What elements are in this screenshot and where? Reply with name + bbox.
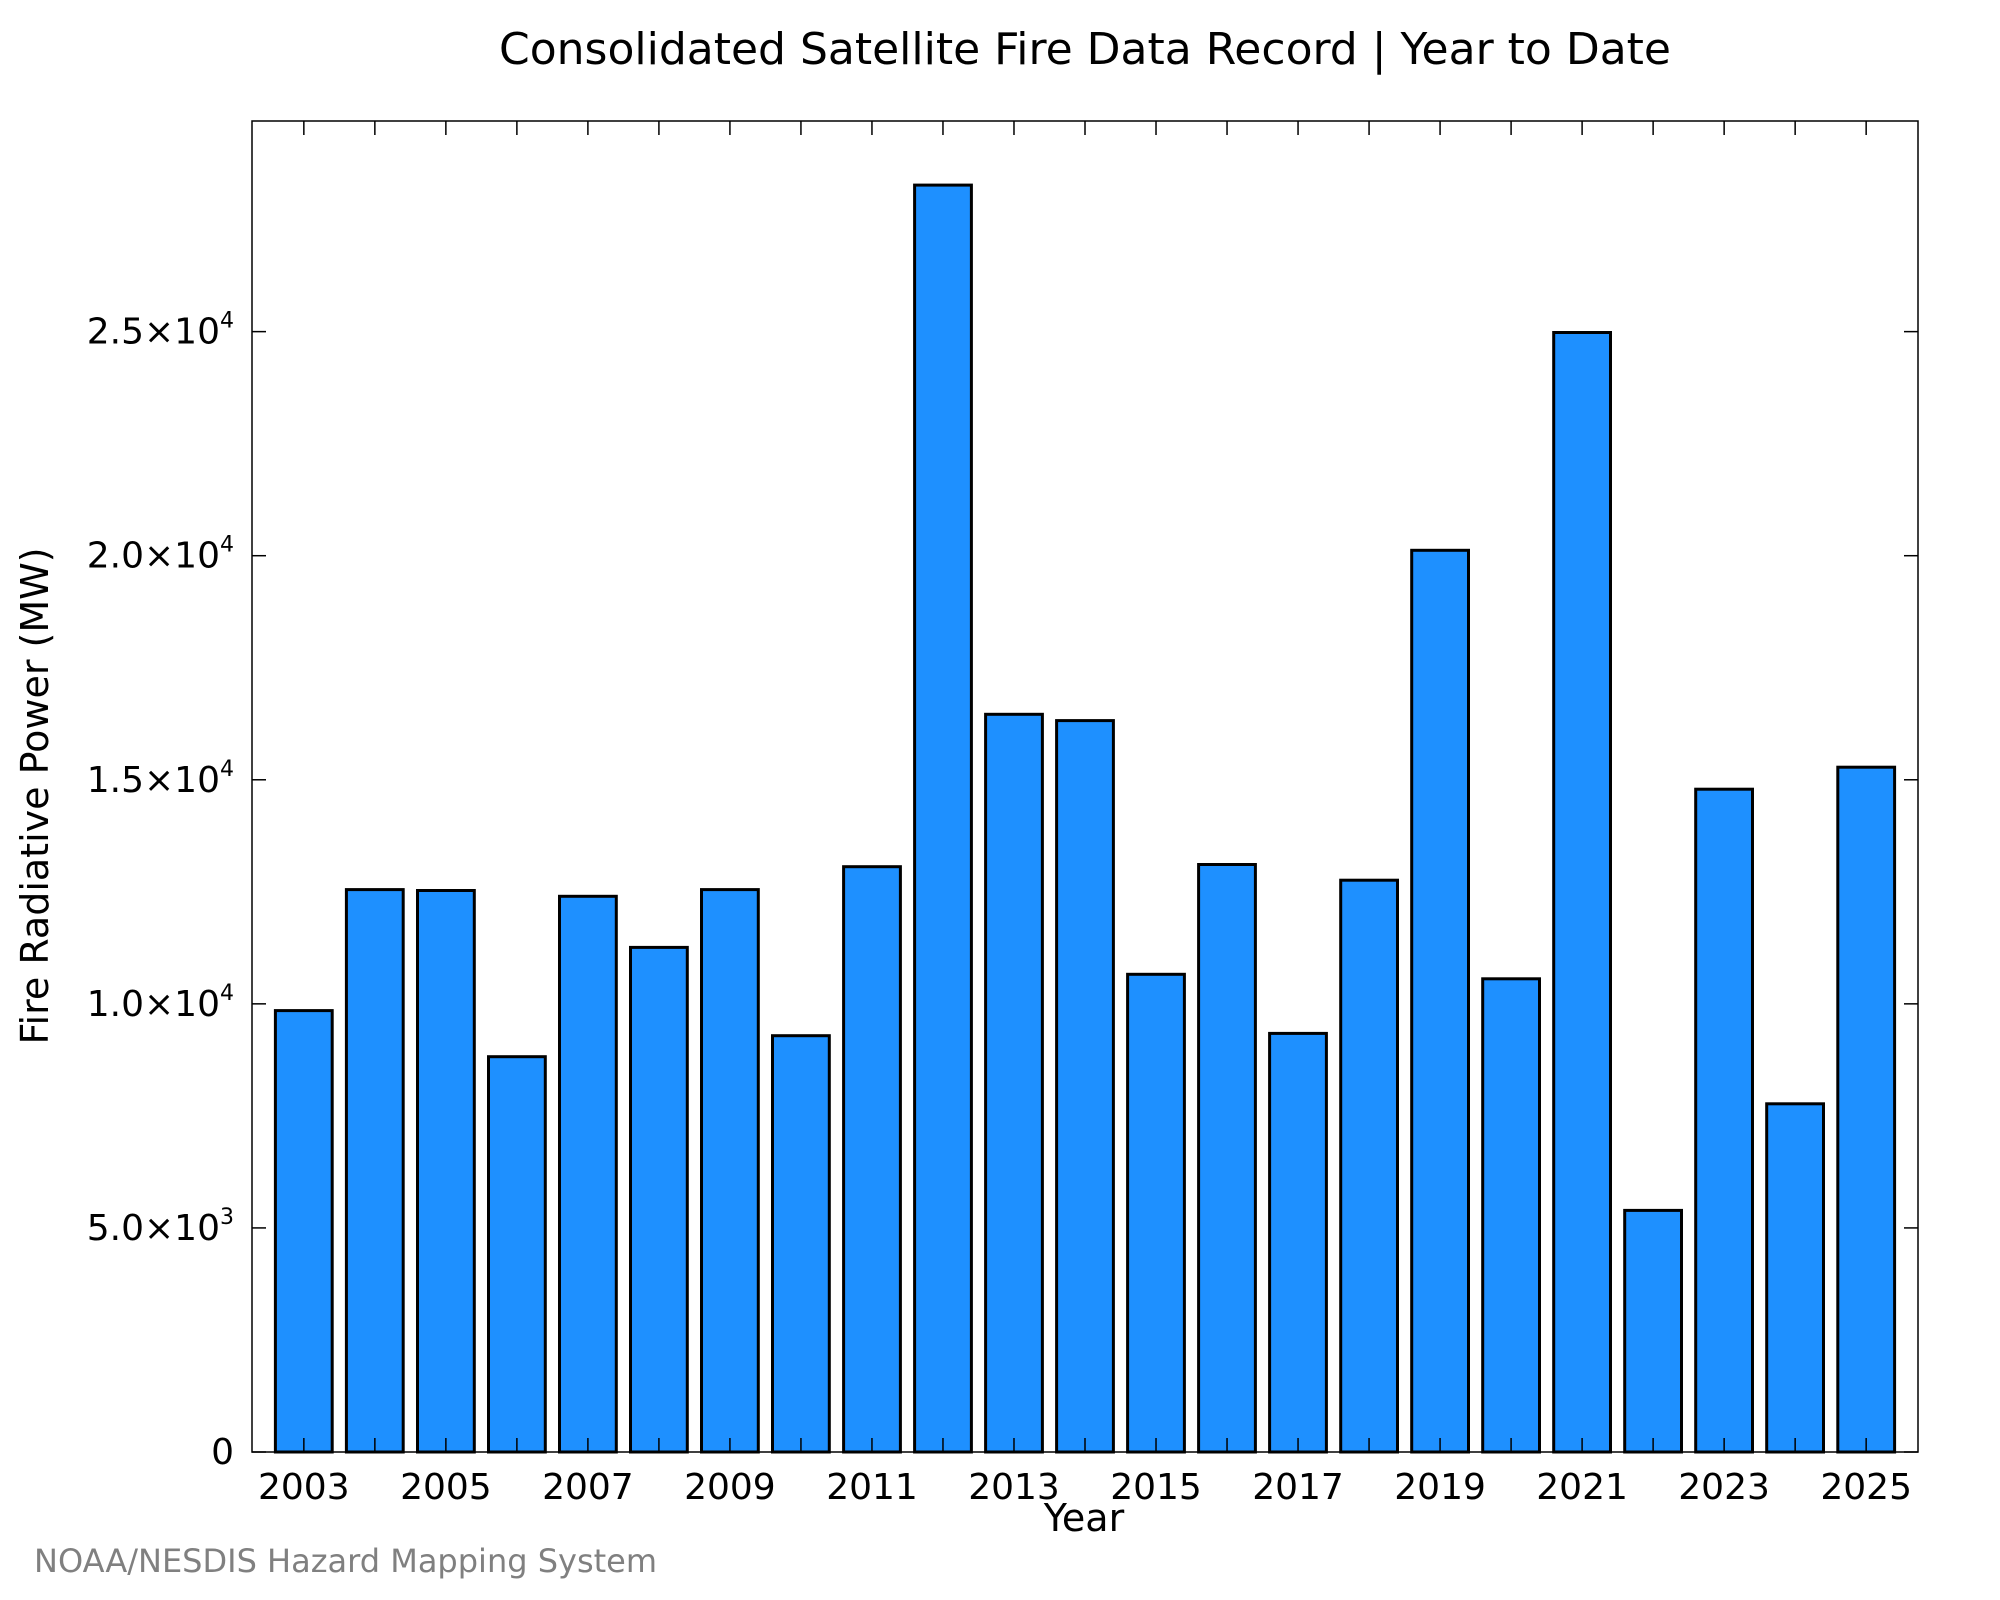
bar-2012	[913, 183, 973, 1454]
x-tick-label-2015: 2015	[1110, 1467, 1202, 1508]
y-tick-label-10000: 1.0×104	[87, 981, 234, 1025]
y-tick-label-15000: 1.5×104	[87, 757, 234, 801]
bar-2019	[1410, 548, 1470, 1454]
bar-2024	[1765, 1102, 1825, 1454]
bar-2015	[1126, 972, 1186, 1454]
x-tick-label-2013: 2013	[968, 1467, 1060, 1508]
bar-2008	[629, 945, 689, 1454]
x-tick-label-2005: 2005	[400, 1467, 492, 1508]
bar-2014	[1055, 719, 1115, 1454]
bar-2020	[1481, 977, 1541, 1454]
x-tick-label-2007: 2007	[542, 1467, 634, 1508]
bar-2005	[416, 889, 476, 1454]
bar-2004	[344, 888, 405, 1454]
y-tick-label-0: 0	[211, 1432, 234, 1473]
x-tick-label-2021: 2021	[1536, 1467, 1628, 1508]
x-tick-label-2003: 2003	[258, 1467, 350, 1508]
bar-2003	[273, 1009, 334, 1454]
y-axis-label: Fire Radiative Power (MW)	[13, 547, 57, 1044]
bar-2011	[842, 865, 902, 1454]
bar-2021	[1552, 331, 1612, 1454]
x-tick-label-2019: 2019	[1394, 1467, 1486, 1508]
source-credit: NOAA/NESDIS Hazard Mapping System	[34, 1542, 657, 1580]
y-tick-label-20000: 2.0×104	[87, 533, 234, 577]
tick-labels-group: 0 5.0×103 1.0×104 1.5×104 2.0×104 2.5×104 2003…	[87, 309, 1912, 1508]
x-tick-label-2009: 2009	[684, 1467, 776, 1508]
bar-2006	[487, 1055, 547, 1454]
bar-2009	[700, 888, 760, 1454]
bar-2010	[771, 1034, 831, 1454]
x-axis-label: Year	[1043, 1496, 1125, 1540]
x-tick-label-2011: 2011	[826, 1467, 918, 1508]
bar-2007	[558, 894, 618, 1454]
bar-2013	[984, 712, 1044, 1454]
bar-2017	[1268, 1031, 1328, 1454]
x-tick-label-2025: 2025	[1820, 1467, 1912, 1508]
chart-title: Consolidated Satellite Fire Data Record …	[499, 24, 1671, 75]
x-tick-label-2023: 2023	[1678, 1467, 1770, 1508]
bar-2025	[1836, 765, 1897, 1454]
bar-2023	[1694, 787, 1754, 1454]
bar-2016	[1197, 863, 1257, 1454]
x-tick-label-2017: 2017	[1252, 1467, 1344, 1508]
bar-2018	[1339, 878, 1399, 1454]
ticks-group	[252, 121, 1918, 1453]
bars-group	[273, 183, 1897, 1454]
y-tick-label-25000: 2.5×104	[87, 309, 234, 353]
bar-2022	[1623, 1208, 1683, 1454]
y-tick-label-5000: 5.0×103	[87, 1205, 234, 1249]
